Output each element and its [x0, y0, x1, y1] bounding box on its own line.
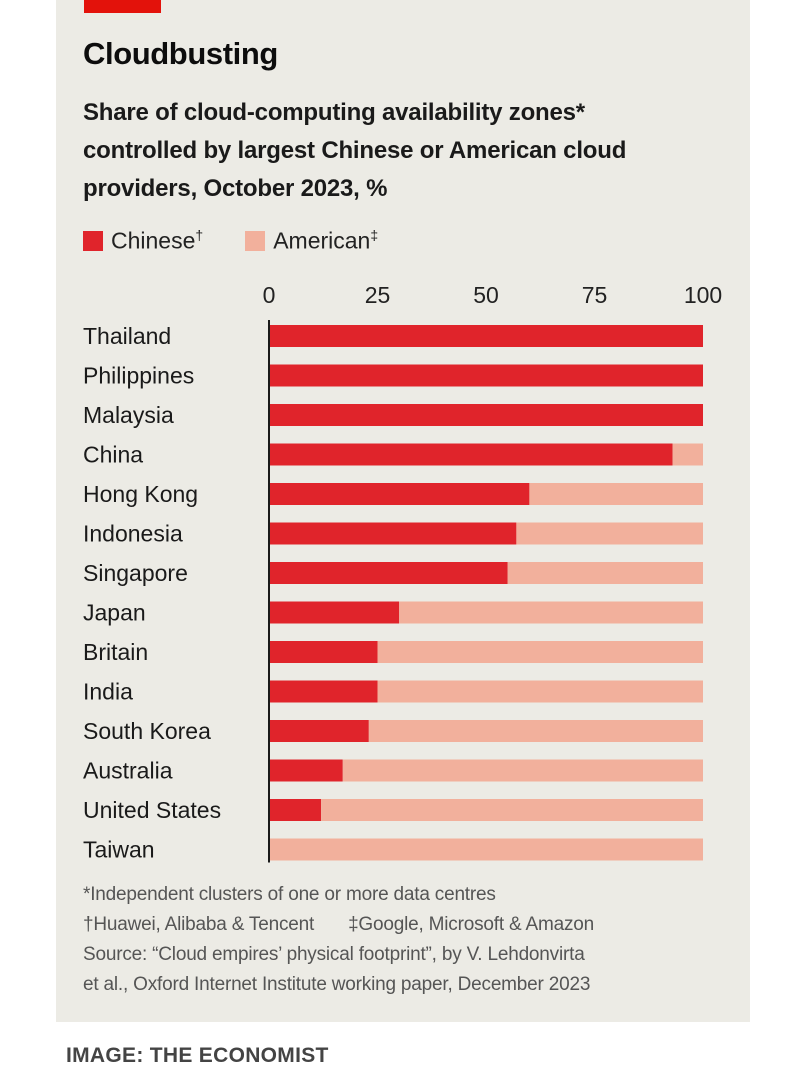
bar-american	[321, 799, 703, 821]
source-line-2: et al., Oxford Internet Institute workin…	[83, 974, 591, 995]
footnote-asterisk: *Independent clusters of one or more dat…	[83, 884, 496, 905]
bar-chinese	[269, 799, 322, 821]
bar-american	[377, 680, 703, 703]
legend-item-american: American‡	[245, 227, 378, 255]
image-credit: IMAGE: THE ECONOMIST	[66, 1044, 329, 1067]
category-label: United States	[83, 797, 221, 823]
bar-chinese	[269, 562, 508, 584]
bar-american	[269, 838, 703, 861]
footnotes: *Independent clusters of one or more dat…	[83, 880, 723, 1000]
bar-american	[368, 720, 703, 742]
bar-chinese	[269, 325, 703, 347]
bar-american	[516, 522, 703, 545]
category-label: China	[83, 442, 143, 468]
bar-american	[529, 483, 703, 505]
bar-chinese	[269, 759, 343, 782]
legend-mark-chinese: †	[195, 227, 204, 244]
source-line-1: Source: “Cloud empires’ physical footpri…	[83, 944, 585, 965]
bar-american	[507, 562, 703, 584]
legend-mark-american: ‡	[370, 227, 379, 244]
category-label: Indonesia	[83, 521, 183, 547]
legend-label-american: American	[273, 227, 371, 254]
chart-subtitle: Share of cloud-computing availability zo…	[83, 99, 627, 202]
category-label: Malaysia	[83, 402, 174, 428]
bar-american	[672, 443, 703, 466]
bar-chinese	[269, 601, 400, 624]
category-label: Hong Kong	[83, 481, 198, 507]
legend-label-chinese: Chinese	[111, 227, 196, 254]
bar-chinese	[269, 483, 530, 505]
bar-chinese	[269, 680, 378, 703]
bar-chinese	[269, 443, 673, 466]
bar-american	[377, 641, 703, 663]
bar-american	[399, 601, 703, 624]
category-label: India	[83, 679, 133, 705]
bar-chinese	[269, 720, 369, 742]
brand-accent-bar	[84, 0, 161, 13]
x-tick-label: 100	[684, 282, 722, 308]
legend-swatch-chinese	[83, 231, 103, 251]
x-tick-label: 50	[473, 282, 499, 308]
x-tick-label: 0	[263, 282, 276, 308]
legend-swatch-american	[245, 231, 266, 251]
category-label: Singapore	[83, 560, 188, 586]
bar-chinese	[269, 364, 703, 387]
category-label: Thailand	[83, 323, 171, 349]
footnote-double-dagger: ‡Google, Microsoft & Amazon	[348, 914, 595, 935]
legend-item-chinese: Chinese†	[83, 227, 203, 255]
category-label: South Korea	[83, 718, 211, 744]
bar-chinese	[269, 404, 703, 426]
chart-title: Cloudbusting	[83, 36, 278, 71]
x-tick-label: 75	[582, 282, 608, 308]
bar-chinese	[269, 522, 517, 545]
category-label: Japan	[83, 600, 146, 626]
category-label: Philippines	[83, 363, 194, 389]
x-tick-label: 25	[365, 282, 391, 308]
footnote-dagger: †Huawei, Alibaba & Tencent	[83, 914, 315, 935]
bar-american	[342, 759, 703, 782]
legend: Chinese† American‡	[83, 226, 420, 256]
category-label: Taiwan	[83, 837, 155, 863]
category-label: Australia	[83, 758, 173, 784]
category-label: Britain	[83, 639, 148, 665]
bar-chinese	[269, 641, 378, 663]
